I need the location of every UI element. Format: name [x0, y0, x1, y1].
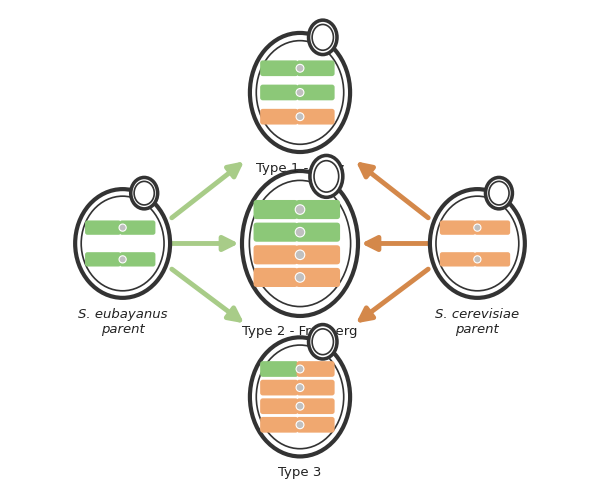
Ellipse shape — [310, 155, 343, 197]
Ellipse shape — [250, 33, 350, 152]
FancyBboxPatch shape — [260, 85, 298, 100]
FancyBboxPatch shape — [260, 109, 298, 124]
Circle shape — [119, 224, 126, 231]
Ellipse shape — [242, 171, 358, 316]
FancyBboxPatch shape — [260, 361, 298, 377]
FancyBboxPatch shape — [296, 417, 335, 433]
Circle shape — [296, 113, 304, 121]
FancyBboxPatch shape — [254, 245, 298, 264]
Text: S. eubayanus
parent: S. eubayanus parent — [78, 308, 167, 336]
Ellipse shape — [485, 178, 512, 209]
FancyBboxPatch shape — [296, 380, 335, 395]
Text: Type 2 - Frohberg: Type 2 - Frohberg — [242, 325, 358, 338]
FancyBboxPatch shape — [296, 60, 335, 76]
FancyBboxPatch shape — [296, 361, 335, 377]
FancyBboxPatch shape — [475, 220, 510, 235]
Ellipse shape — [308, 325, 337, 359]
Circle shape — [296, 64, 304, 72]
FancyBboxPatch shape — [296, 109, 335, 124]
FancyBboxPatch shape — [296, 245, 340, 264]
FancyBboxPatch shape — [260, 60, 298, 76]
Text: S. cerevisiae
parent: S. cerevisiae parent — [436, 308, 520, 336]
Circle shape — [295, 272, 305, 282]
Circle shape — [295, 227, 305, 237]
Text: Type 1 - Saaz: Type 1 - Saaz — [256, 162, 344, 175]
Circle shape — [296, 402, 304, 410]
Circle shape — [295, 205, 305, 214]
Circle shape — [296, 384, 304, 392]
Ellipse shape — [75, 189, 170, 298]
Circle shape — [474, 256, 481, 263]
FancyBboxPatch shape — [296, 223, 340, 242]
Ellipse shape — [131, 178, 158, 209]
FancyBboxPatch shape — [260, 380, 298, 395]
FancyBboxPatch shape — [260, 417, 298, 433]
FancyBboxPatch shape — [85, 220, 121, 235]
Circle shape — [119, 256, 126, 263]
Ellipse shape — [308, 20, 337, 55]
FancyBboxPatch shape — [254, 200, 298, 219]
FancyBboxPatch shape — [119, 220, 155, 235]
Circle shape — [295, 250, 305, 259]
Ellipse shape — [430, 189, 525, 298]
FancyBboxPatch shape — [260, 398, 298, 414]
Text: Type 3: Type 3 — [278, 467, 322, 480]
FancyBboxPatch shape — [475, 252, 510, 267]
Circle shape — [296, 365, 304, 373]
FancyBboxPatch shape — [254, 223, 298, 242]
FancyBboxPatch shape — [296, 85, 335, 100]
FancyBboxPatch shape — [440, 220, 476, 235]
Circle shape — [296, 421, 304, 429]
FancyBboxPatch shape — [296, 268, 340, 287]
FancyBboxPatch shape — [119, 252, 155, 267]
FancyBboxPatch shape — [254, 268, 298, 287]
FancyBboxPatch shape — [440, 252, 476, 267]
Circle shape — [474, 224, 481, 231]
FancyBboxPatch shape — [296, 398, 335, 414]
FancyBboxPatch shape — [85, 252, 121, 267]
Ellipse shape — [250, 337, 350, 456]
Circle shape — [296, 89, 304, 96]
FancyBboxPatch shape — [296, 200, 340, 219]
